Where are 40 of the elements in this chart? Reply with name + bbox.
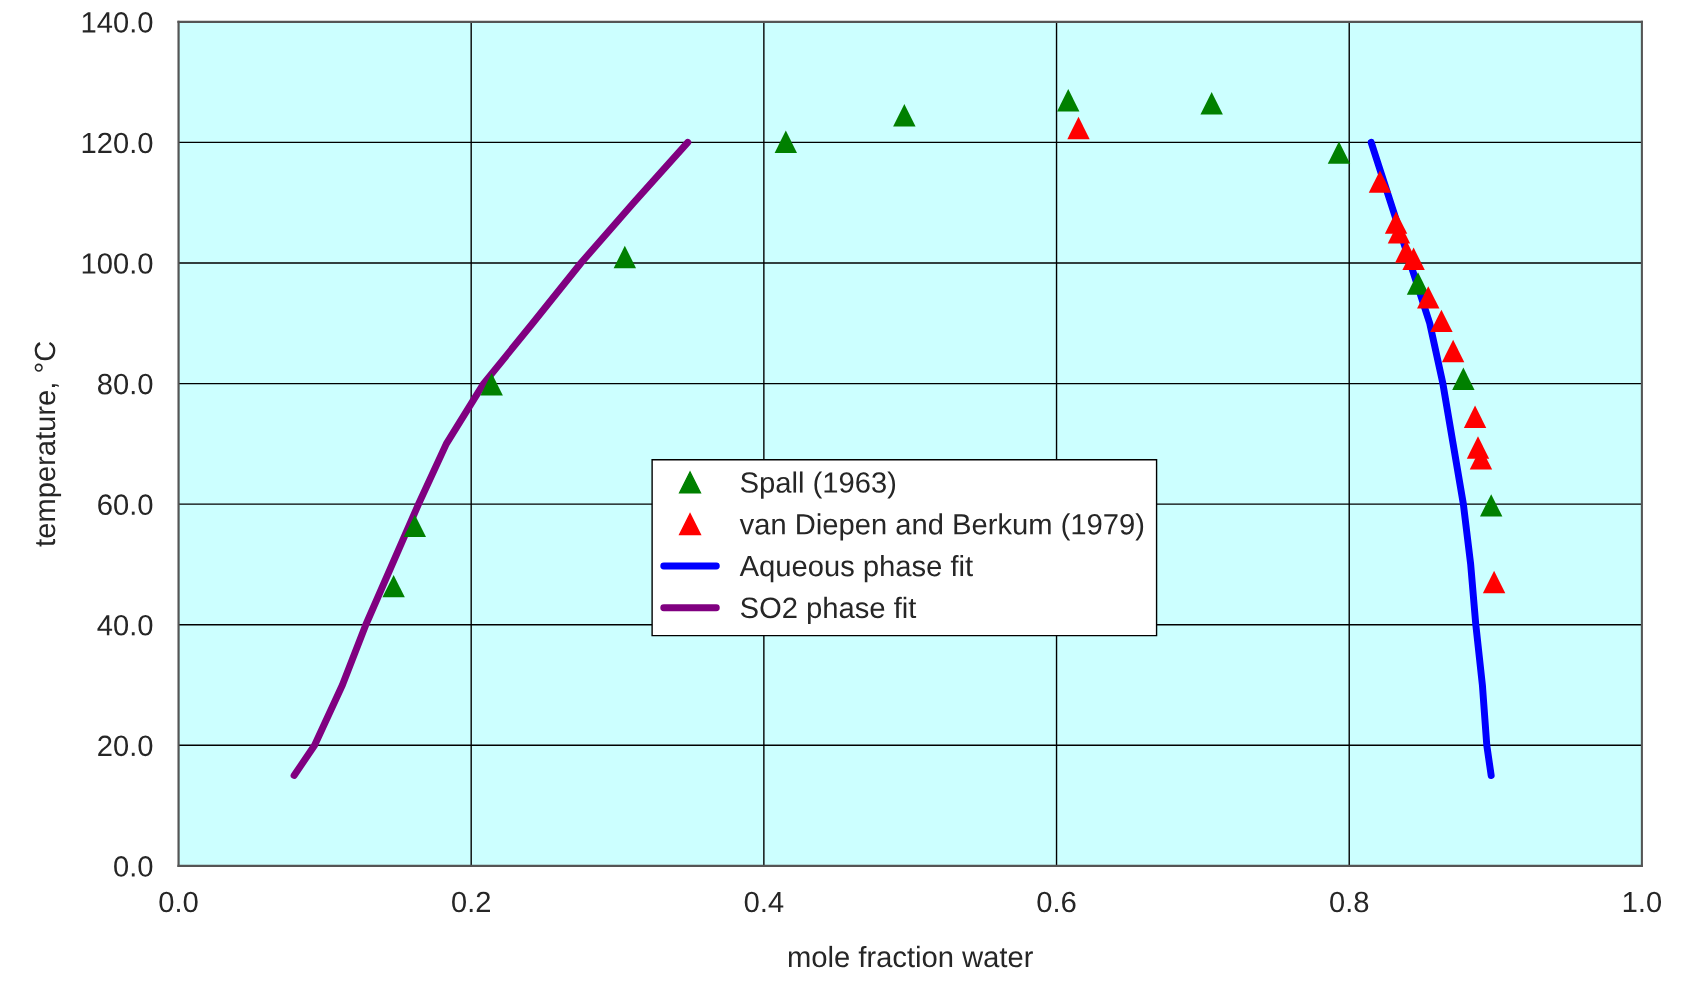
- x-tick-label: 1.0: [1623, 891, 1662, 913]
- y-tick-label: 20.0: [98, 735, 153, 757]
- point: [1482, 570, 1506, 594]
- y-tick-label: 40.0: [97, 614, 153, 636]
- y-tick-label: 100.0: [82, 253, 153, 274]
- point: [1200, 92, 1223, 115]
- point: [480, 372, 503, 396]
- y-tick-label: 60.0: [98, 494, 153, 516]
- legend-label: SO2 phase fit: [740, 596, 917, 624]
- y-tick-label: 120.0: [82, 132, 153, 154]
- y-tick-label: 0.0: [114, 856, 153, 877]
- point: [613, 245, 637, 269]
- point: [1368, 170, 1392, 193]
- point: [1452, 367, 1475, 390]
- point: [1441, 339, 1465, 363]
- point: [382, 574, 405, 598]
- x-tick-label: 0.0: [159, 891, 198, 913]
- point: [1327, 141, 1351, 164]
- y-tick-label: 140.0: [82, 12, 153, 33]
- y-axis-title: temperature, °C: [34, 341, 62, 547]
- legend-label: van Diepen and Berkum (1979): [739, 513, 1144, 541]
- legend-label: Aqueous phase fit: [739, 554, 973, 583]
- point: [1402, 247, 1425, 270]
- x-tick-label: 0.2: [452, 891, 490, 913]
- x-tick-label: 0.6: [1037, 891, 1076, 913]
- point: [1067, 116, 1090, 140]
- legend-label: Spall (1963): [740, 471, 896, 499]
- x-axis-title: mole fraction water: [788, 945, 1033, 968]
- point: [1479, 494, 1503, 517]
- point: [1057, 89, 1080, 112]
- x-tick-label: 0.8: [1330, 891, 1369, 913]
- point: [403, 514, 427, 538]
- point: [1463, 405, 1487, 428]
- point: [1430, 309, 1453, 333]
- point: [893, 104, 916, 127]
- point: [1417, 286, 1440, 309]
- y-tick-label: 80.0: [98, 373, 153, 395]
- point: [774, 130, 798, 154]
- point: [1406, 272, 1430, 295]
- x-tick-label: 0.4: [744, 891, 784, 913]
